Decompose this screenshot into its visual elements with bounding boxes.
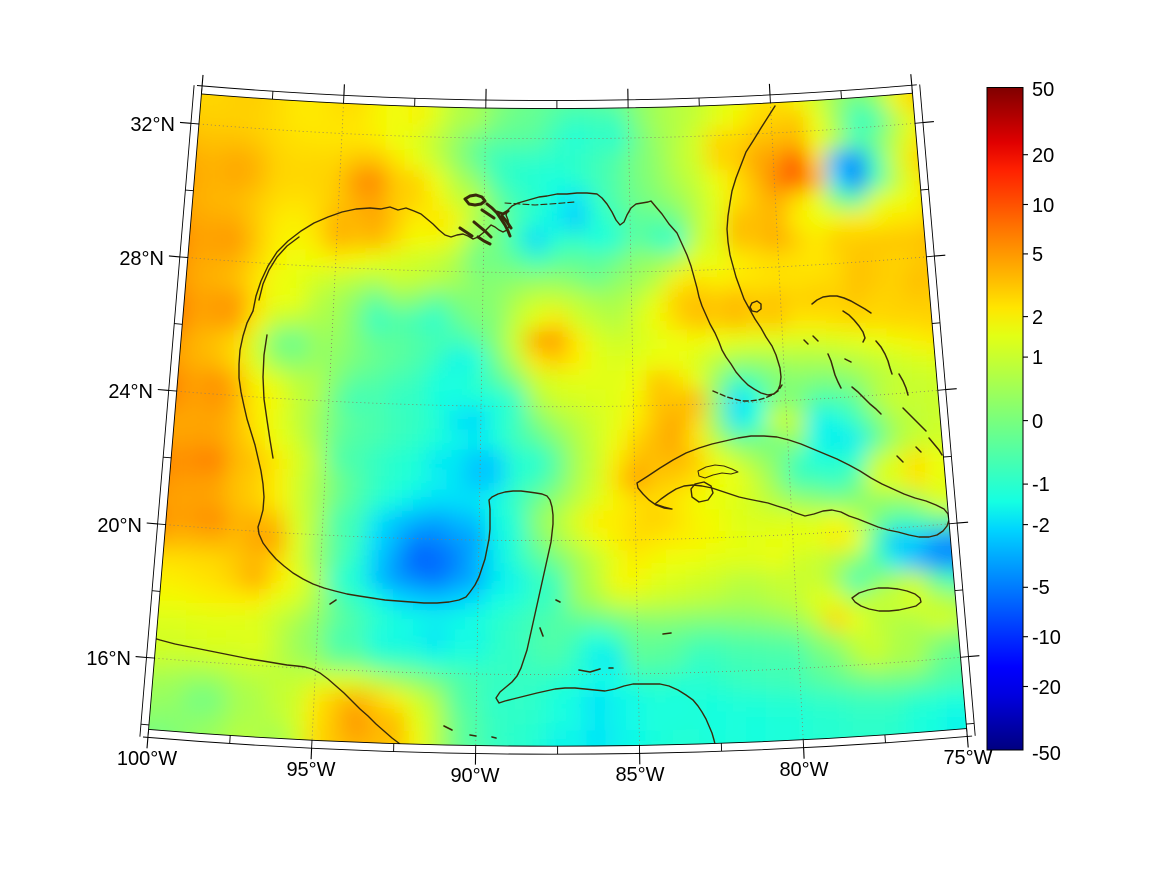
svg-text:-1: -1: [1032, 474, 1050, 496]
svg-text:32°N: 32°N: [130, 114, 175, 136]
svg-text:85°W: 85°W: [615, 764, 664, 786]
svg-text:80°W: 80°W: [779, 759, 828, 781]
svg-text:95°W: 95°W: [286, 759, 335, 781]
svg-text:16°N: 16°N: [86, 648, 131, 670]
svg-text:-2: -2: [1032, 515, 1050, 537]
svg-text:50: 50: [1032, 79, 1054, 101]
svg-text:90°W: 90°W: [450, 765, 499, 787]
svg-text:-20: -20: [1032, 677, 1061, 699]
svg-text:100°W: 100°W: [117, 748, 177, 770]
svg-text:10: 10: [1032, 195, 1054, 217]
svg-text:0: 0: [1032, 411, 1043, 433]
svg-text:-5: -5: [1032, 577, 1050, 599]
svg-text:20°N: 20°N: [97, 515, 142, 537]
svg-text:-50: -50: [1032, 743, 1061, 765]
svg-text:24°N: 24°N: [108, 381, 153, 403]
svg-text:75°W: 75°W: [943, 747, 992, 769]
svg-text:2: 2: [1032, 307, 1043, 329]
svg-text:1: 1: [1032, 347, 1043, 369]
svg-text:28°N: 28°N: [119, 248, 164, 270]
svg-text:20: 20: [1032, 145, 1054, 167]
svg-text:-10: -10: [1032, 627, 1061, 649]
svg-text:5: 5: [1032, 244, 1043, 266]
